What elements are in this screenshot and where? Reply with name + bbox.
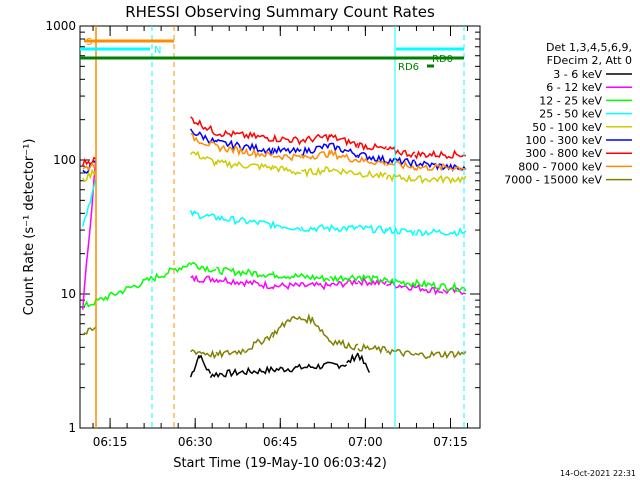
series-layer <box>82 116 467 379</box>
y-axis-label: Count Rate (s⁻¹ detector⁻¹) <box>22 139 37 316</box>
annotation-label: N <box>154 45 161 56</box>
series-line-8 <box>82 312 467 360</box>
series-line-1 <box>82 158 467 310</box>
y-tick-label: 100 <box>53 153 76 167</box>
annotation-label: RD6 <box>398 62 419 73</box>
annotation-label: RD0 <box>432 54 453 65</box>
legend-label: 100 - 300 keV <box>525 134 602 147</box>
x-axis: 06:15 06:30 06:45 07:00 07:15 <box>92 26 469 449</box>
legend-label: 12 - 25 keV <box>539 94 602 107</box>
y-tick-label: 1000 <box>45 19 76 33</box>
legend-label: 7000 - 15000 keV <box>504 174 602 187</box>
series-line-7 <box>82 133 467 172</box>
x-tick-label: 07:15 <box>433 435 468 449</box>
legend-header: Det 1,3,4,5,6,9, <box>546 41 632 54</box>
legend: Det 1,3,4,5,6,9,FDecim 2, Att 03 - 6 keV… <box>504 41 632 187</box>
timestamp: 14-Oct-2021 22:31 <box>560 469 636 478</box>
legend-label: 300 - 800 keV <box>525 147 602 160</box>
series-line-6 <box>82 116 467 166</box>
series-line-2 <box>82 261 467 308</box>
x-tick-label: 06:45 <box>263 435 298 449</box>
y-axis: 1 10 100 1000 <box>45 19 480 435</box>
chart-title: RHESSI Observing Summary Count Rates <box>125 3 435 21</box>
y-tick-label: 10 <box>61 287 76 301</box>
y-tick-label: 1 <box>68 421 76 435</box>
legend-label: 6 - 12 keV <box>546 81 602 94</box>
series-line-4 <box>82 150 467 185</box>
legend-header: FDecim 2, Att 0 <box>547 54 632 67</box>
x-tick-label: 06:30 <box>178 435 213 449</box>
legend-label: 3 - 6 keV <box>553 68 602 81</box>
x-tick-label: 06:15 <box>93 435 128 449</box>
x-tick-label: 07:00 <box>348 435 383 449</box>
legend-label: 25 - 50 keV <box>539 108 602 121</box>
legend-label: 800 - 7000 keV <box>518 160 602 173</box>
annotation-layer: S N RD0 RD6 <box>80 26 465 428</box>
series-line-3 <box>82 179 467 237</box>
series-line-0 <box>189 352 371 379</box>
x-axis-label: Start Time (19-May-10 06:03:42) <box>173 456 387 471</box>
legend-label: 50 - 100 keV <box>532 121 602 134</box>
annotation-label: S <box>86 37 92 48</box>
